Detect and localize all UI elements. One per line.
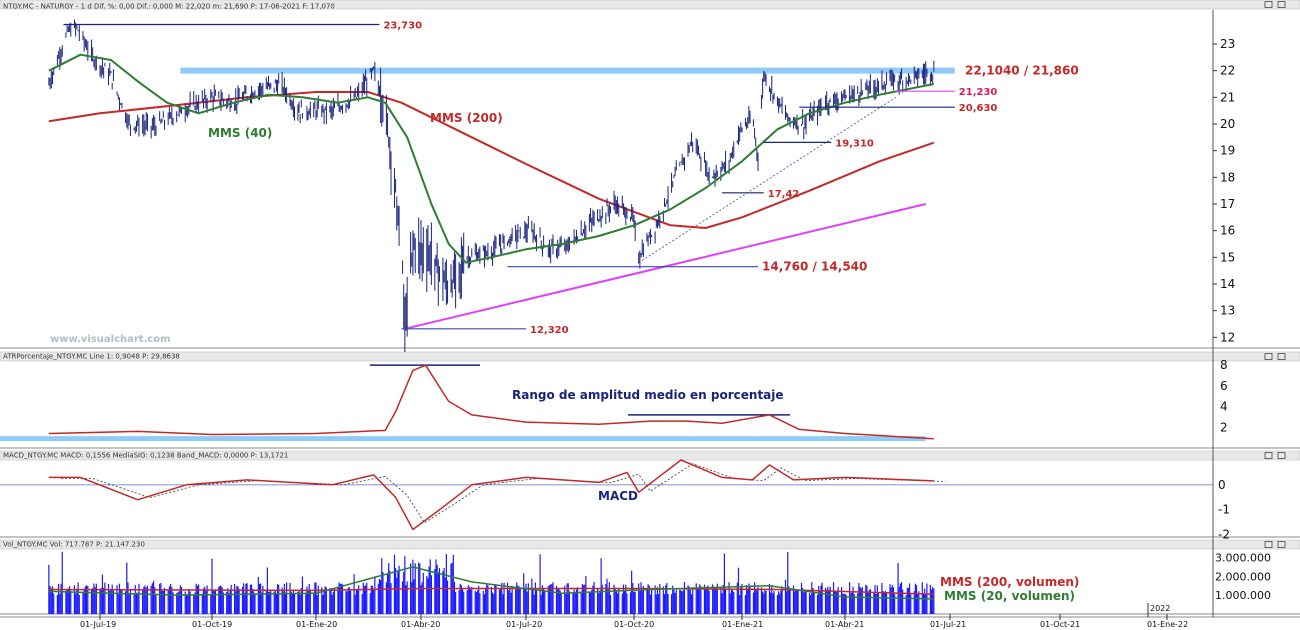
x-tick-label: 01-Abr-21 [825,620,864,629]
x-tick-label: 01-Abr-20 [401,620,440,629]
window-restore-icon [1264,452,1273,459]
price-tick-label: 12 [1220,330,1235,344]
volume-panel-header: Vol_NTGY.MC Vol: 717.787 P: 21.147.230 [3,541,145,549]
level-label: 14,760 / 14,540 [762,260,867,274]
mms200-label: MMS (200) [430,111,503,125]
level-label: 12,320 [530,325,569,336]
macd-panel-header: MACD_NTGY.MC MACD: 0,1556 MediaSIG: 0,12… [3,452,288,460]
window-maximize-icon [1277,452,1286,459]
price-tick-label: 17 [1220,197,1235,211]
price-panel-header: NTGY.MC - NATURGY - 1 d Dif. %: 0,00 Dif… [3,3,335,11]
level-label: 21,230 [959,87,998,98]
window-restore-icon [1264,353,1273,360]
window-restore-icon [1264,1,1273,8]
atr-line [48,364,934,440]
level-label: 23,730 [383,21,422,32]
atr-tick-label: 8 [1220,358,1228,372]
x-tick-label: 01-Jul-19 [80,620,116,629]
watermark: www.visualchart.com [50,334,171,345]
volume-mms20-label: MMS (20, volumen) [944,589,1075,603]
x-tick-label: 01-Ene-20 [296,620,337,629]
resistance-label: 22,1040 / 21,860 [965,64,1079,78]
volume-mms200-label: MMS (200, volumen) [940,575,1079,589]
macd-tick-label: -1 [1218,503,1230,517]
macd-tick-label: -2 [1218,528,1230,542]
x-tick-label: 01-Jul-20 [506,620,542,629]
level-label: 19,310 [835,138,874,149]
atr-tick-label: 6 [1220,379,1228,393]
mms40-label: MMS (40) [208,126,272,140]
mms40-line [48,53,934,264]
volume-tick-label: 3.000.000 [1215,551,1271,564]
volume-tick-label: 2.000.000 [1215,570,1271,583]
panel-header-atr [0,351,1300,362]
x-tick-label: 01-Oct-21 [1040,620,1080,629]
window-maximize-icon [1277,541,1286,548]
atr-tick-label: 2 [1220,420,1228,434]
atr-panel-header: ATRPorcentaje_NTGY.MC Line 1: 0,9048 P: … [3,353,180,361]
window-maximize-icon [1277,1,1286,8]
price-tick-label: 14 [1220,277,1235,291]
x-tick-label: 01-Ene-22 [1147,620,1188,629]
price-tick-label: 16 [1220,224,1235,238]
atr-title: Rango de amplitud medio en porcentaje [512,388,784,402]
window-maximize-icon [1277,353,1286,360]
price-tick-label: 18 [1220,170,1235,184]
x-tick-label: 01-Oct-20 [614,620,654,629]
price-tick-label: 21 [1220,90,1235,104]
panel-header-macd [0,450,1300,461]
x-tick-label: 01-Ene-21 [722,620,763,629]
price-tick-label: 20 [1220,117,1235,131]
panel-header-vol [0,539,1300,550]
price-tick-label: 22 [1220,64,1235,78]
macd-title: MACD [598,489,638,503]
price-tick-label: 23 [1220,37,1235,51]
volume-tick-label: 1.000.000 [1215,589,1271,602]
price-tick-label: 19 [1220,144,1235,158]
year-marker-label: 2022 [1150,604,1170,613]
atr-tick-label: 4 [1220,400,1228,414]
macd-signal-line [61,463,946,524]
dotted-trendline [638,96,897,264]
x-tick-label: 01-Jul-21 [930,620,966,629]
level-label: 20,630 [959,103,998,114]
price-tick-label: 13 [1220,304,1235,318]
macd-tick-label: 0 [1218,478,1226,492]
macd-line [48,459,934,531]
level-label: 17,42 [768,189,800,200]
x-tick-label: 01-Oct-19 [192,620,232,629]
panel-header-price [0,0,1300,10]
volume-mms20-line [48,566,934,600]
price-tick-label: 15 [1220,250,1235,264]
window-restore-icon [1264,541,1273,548]
